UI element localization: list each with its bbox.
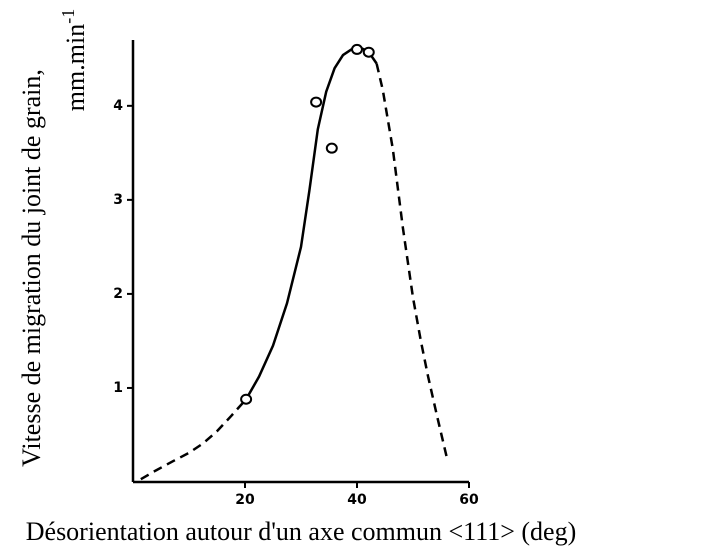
y-tick-label: 1 xyxy=(113,380,123,396)
unit-exponent: -1 xyxy=(58,9,78,24)
x-axis-label: Désorientation autour d'un axe commun <1… xyxy=(26,517,577,546)
data-point xyxy=(240,393,253,405)
data-point xyxy=(310,96,323,108)
x-tick-label: 20 xyxy=(235,492,255,508)
fit-curve xyxy=(375,63,448,457)
data-point xyxy=(362,46,375,58)
fit-curve xyxy=(140,398,248,481)
x-tick-label: 60 xyxy=(459,492,479,508)
y-axis-unit: mm.min-1 xyxy=(58,9,90,111)
x-tick-label: 40 xyxy=(347,492,367,508)
y-tick-label: 3 xyxy=(113,192,123,208)
y-axis-label: Vitesse de migration du joint de grain, xyxy=(17,69,46,467)
y-tick-label: 4 xyxy=(113,98,123,114)
unit-text: mm.min xyxy=(61,24,90,111)
data-point xyxy=(325,142,338,154)
data-point xyxy=(351,43,363,55)
y-tick-label: 2 xyxy=(113,286,123,302)
